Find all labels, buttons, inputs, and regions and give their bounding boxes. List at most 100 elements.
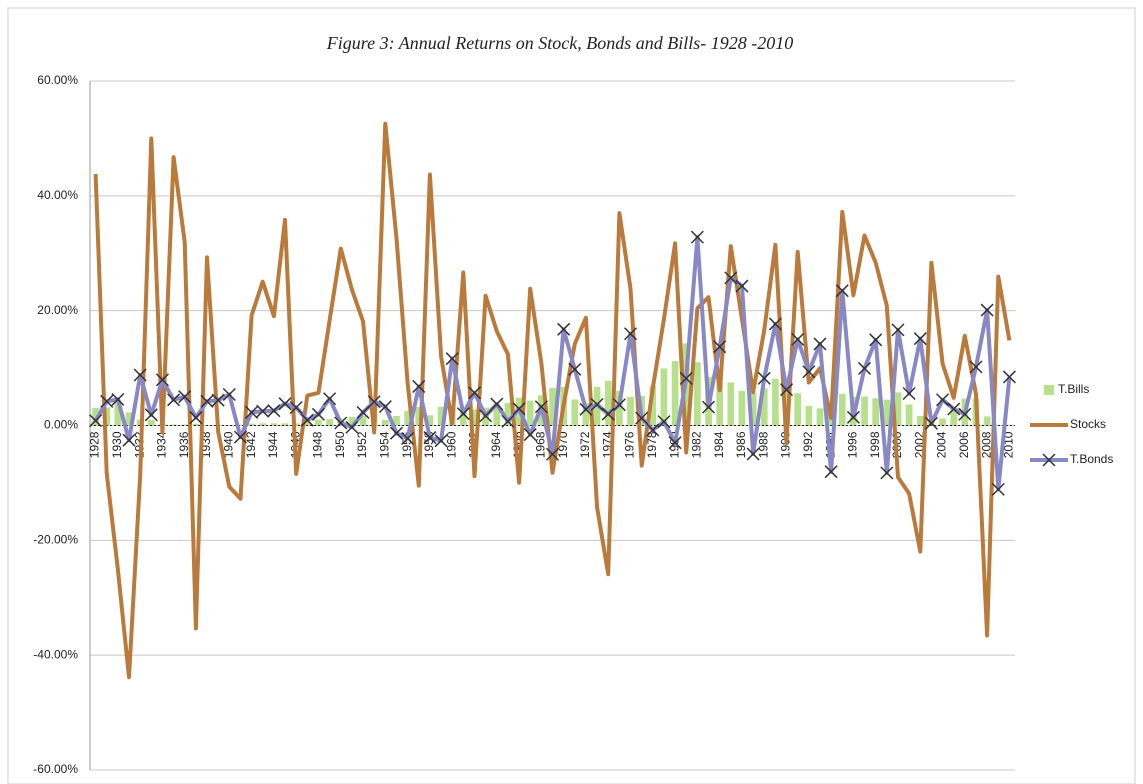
x-tick-label: 1964 — [489, 431, 503, 458]
marker — [412, 379, 426, 393]
y-tick-label: 40.00% — [37, 188, 78, 202]
marker — [657, 415, 671, 429]
bar — [404, 410, 411, 426]
bar — [460, 412, 467, 426]
bar — [437, 406, 445, 426]
bar — [415, 406, 423, 426]
marker — [824, 465, 838, 479]
bar — [660, 368, 668, 426]
bar — [794, 393, 802, 426]
x-tick-label: 1986 — [734, 431, 748, 458]
marker — [679, 371, 693, 385]
marker — [167, 393, 181, 407]
marker — [311, 407, 325, 421]
marker — [289, 400, 303, 415]
bar — [1006, 424, 1013, 426]
marker — [980, 303, 994, 317]
legend-label: Stocks — [1070, 417, 1106, 431]
marker — [100, 394, 114, 408]
marker — [323, 392, 337, 406]
bar — [359, 415, 367, 426]
marker — [757, 371, 771, 385]
bar — [393, 415, 400, 426]
x-tick-label: 2006 — [957, 431, 971, 458]
bar — [315, 419, 322, 426]
marker — [947, 402, 961, 416]
bar — [816, 408, 824, 426]
x-tick-label: 1972 — [578, 431, 592, 458]
x-tick-label: 1996 — [846, 431, 860, 458]
x-tick-label: 2008 — [979, 431, 993, 458]
marker — [746, 447, 760, 461]
marker — [534, 400, 548, 414]
bar — [627, 396, 634, 426]
bar — [582, 402, 590, 426]
bar — [783, 382, 790, 426]
marker — [434, 434, 448, 448]
marker — [969, 360, 983, 374]
marker — [367, 395, 381, 409]
bar — [671, 361, 679, 426]
marker — [568, 362, 582, 376]
bar — [493, 405, 501, 426]
y-tick-label: -40.00% — [33, 647, 78, 661]
bar — [604, 380, 612, 426]
marker — [278, 397, 292, 411]
marker — [724, 271, 738, 285]
y-tick-label: 0.00% — [44, 418, 78, 432]
x-tick-label: 1944 — [266, 431, 280, 458]
marker — [869, 333, 883, 347]
x-tick-label: 1968 — [534, 431, 548, 458]
marker — [445, 352, 459, 366]
marker — [590, 397, 604, 412]
marker — [89, 414, 103, 428]
marker — [523, 428, 537, 442]
bar — [571, 399, 579, 426]
marker — [579, 402, 593, 416]
y-tick-label: 20.00% — [37, 303, 78, 317]
marker — [768, 317, 782, 331]
chart-title: Figure 3: Annual Returns on Stock, Bonds… — [326, 33, 793, 53]
bar — [772, 378, 779, 426]
marker — [891, 323, 905, 337]
marker — [846, 410, 860, 424]
legend-marker — [1042, 453, 1056, 467]
bar — [616, 391, 623, 426]
marker — [958, 407, 972, 421]
marker — [936, 393, 950, 407]
legend-label: T.Bills — [1058, 382, 1089, 396]
marker — [456, 407, 470, 421]
marker — [701, 400, 716, 414]
bar — [749, 392, 757, 426]
bar — [125, 412, 133, 426]
marker — [211, 393, 225, 407]
x-tick-label: 1936 — [177, 431, 191, 458]
bar — [883, 399, 891, 426]
bar — [838, 393, 846, 426]
bar — [259, 423, 267, 426]
bar — [905, 404, 913, 426]
bar — [549, 387, 556, 426]
marker — [690, 230, 704, 244]
x-tick-label: 1978 — [645, 431, 659, 458]
marker — [913, 332, 927, 346]
bar — [381, 419, 389, 426]
x-tick-label: 1976 — [623, 431, 637, 458]
x-tick-label: 1998 — [868, 431, 882, 458]
marker — [713, 340, 727, 354]
x-tick-label: 2004 — [935, 431, 949, 458]
bar — [805, 405, 813, 426]
marker — [378, 400, 392, 414]
bar — [694, 362, 701, 426]
bar — [292, 423, 300, 426]
marker — [389, 426, 404, 440]
bar — [526, 400, 534, 426]
x-tick-label: 1992 — [801, 431, 815, 458]
bar — [348, 417, 356, 426]
marker — [479, 409, 493, 423]
marker — [623, 327, 638, 341]
marker — [813, 337, 827, 351]
marker — [155, 373, 169, 387]
marker — [802, 365, 816, 379]
